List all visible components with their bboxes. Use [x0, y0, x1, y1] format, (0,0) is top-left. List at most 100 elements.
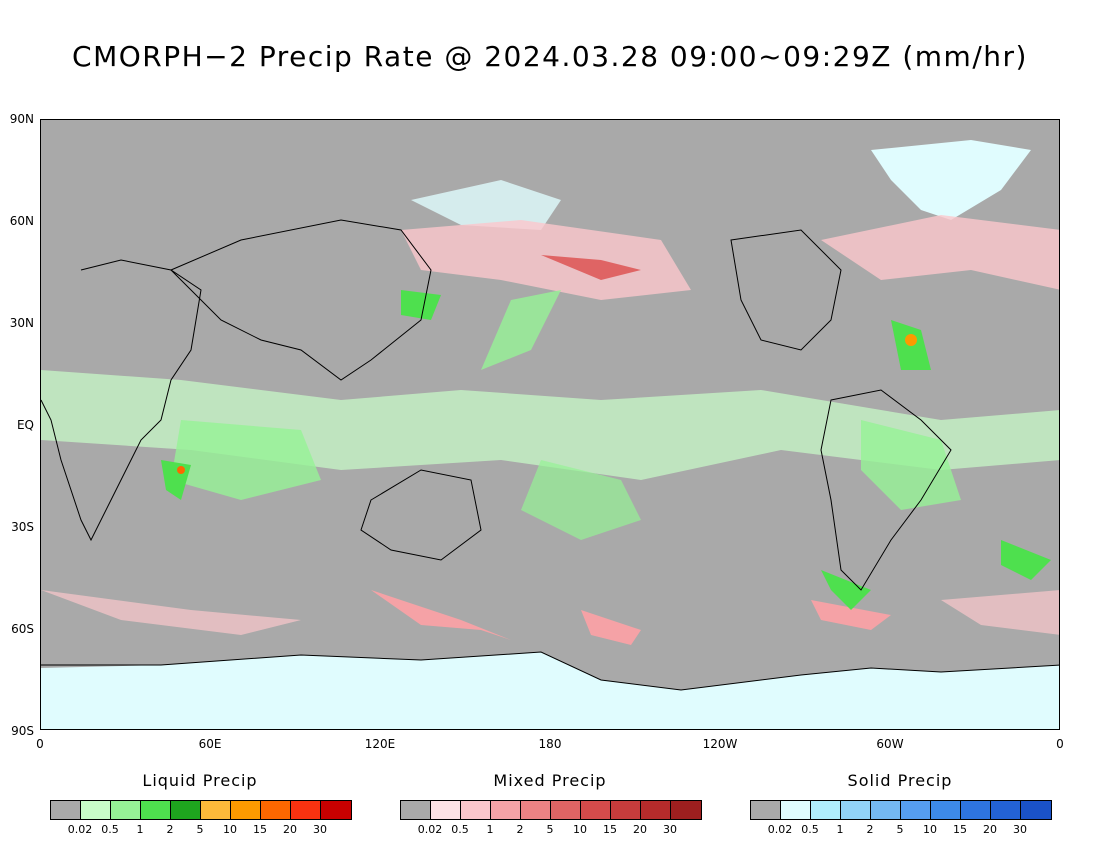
greenland-solid-precip: [871, 140, 1031, 220]
legend-swatch: [961, 801, 991, 819]
japan-liquid: [401, 290, 441, 320]
legend-swatch: [51, 801, 81, 819]
lon-label-180: 180: [538, 737, 562, 751]
north-pacific-mixed-precip: [401, 220, 691, 300]
lon-label-0-right: 0: [1056, 737, 1064, 751]
legend-tick-label: 0.02: [767, 823, 793, 836]
legend-swatch: [321, 801, 351, 819]
lon-label-60w: 60W: [876, 737, 904, 751]
legend-tick-label: 0.02: [417, 823, 443, 836]
legend-tick-label: 10: [923, 823, 937, 836]
legend-swatch: [291, 801, 321, 819]
lon-label-60e: 60E: [198, 737, 222, 751]
southern-ocean-mixed-5: [941, 590, 1059, 635]
legend-swatch: [991, 801, 1021, 819]
legend-tick-label: 15: [253, 823, 267, 836]
lon-label-120w: 120W: [702, 737, 738, 751]
legend-tick-label: 0.5: [451, 823, 469, 836]
legend-swatch: [811, 801, 841, 819]
lat-label-90s: 90S: [11, 724, 34, 738]
legend-swatch: [201, 801, 231, 819]
antarctica-solid-precip: [41, 652, 1059, 729]
legend-swatch: [1021, 801, 1051, 819]
legend-swatch: [781, 801, 811, 819]
legend-tick-label: 2: [516, 823, 524, 836]
legend-swatch: [671, 801, 701, 819]
legend-swatch: [841, 801, 871, 819]
legend-swatch: [171, 801, 201, 819]
legend-tick-label: 30: [663, 823, 677, 836]
lon-label-120e: 120E: [364, 737, 396, 751]
precip-map-canvas: [41, 120, 1059, 729]
patagonia-liquid: [821, 570, 871, 610]
legend-tick-label: 10: [223, 823, 237, 836]
legend-tick-label: 0.5: [101, 823, 119, 836]
legend-tick-label: 0.02: [67, 823, 93, 836]
antarctica-coastline: [41, 651, 1059, 691]
arctic-solid-precip: [411, 180, 561, 230]
legend-swatch: [431, 801, 461, 819]
lat-label-eq: EQ: [16, 418, 34, 432]
lat-label-60n: 60N: [9, 214, 34, 228]
lat-label-60s: 60S: [11, 622, 34, 636]
africa-coastline: [41, 259, 202, 542]
legend-bar-mixed: [400, 800, 702, 820]
legend-bar-solid: [750, 800, 1052, 820]
lat-label-30n: 30N: [9, 316, 34, 330]
north-america-coastline: [730, 229, 842, 351]
legend-tick-label: 5: [546, 823, 554, 836]
legend-tick-label: 30: [1013, 823, 1027, 836]
north-pacific-frontal-liquid: [481, 290, 561, 370]
legend-tick-label: 15: [603, 823, 617, 836]
legend-tick-label: 5: [196, 823, 204, 836]
legend-bar-liquid: [50, 800, 352, 820]
atlantic-storm-core: [905, 334, 917, 346]
legend-swatch: [491, 801, 521, 819]
southern-ocean-mixed-3: [811, 600, 891, 630]
legend-swatch: [231, 801, 261, 819]
pacific-mixed-core: [541, 255, 641, 280]
legend-swatch: [81, 801, 111, 819]
south-atlantic-liquid: [1001, 540, 1051, 580]
legend-tick-label: 30: [313, 823, 327, 836]
legend-tick-label: 1: [836, 823, 844, 836]
eurasia-coastline: [170, 219, 432, 381]
legend-title-solid: Solid Precip: [847, 771, 953, 790]
legend-swatch: [641, 801, 671, 819]
legend-swatch: [401, 801, 431, 819]
precip-map: [40, 119, 1060, 730]
south-america-liquid: [861, 420, 961, 510]
coastlines: [41, 219, 1059, 691]
legend-tick-label: 5: [896, 823, 904, 836]
legend-swatch: [141, 801, 171, 819]
legend-title-mixed: Mixed Precip: [493, 771, 607, 790]
lon-label-0-left: 0: [36, 737, 44, 751]
legend-swatch: [461, 801, 491, 819]
legend-tick-label: 15: [953, 823, 967, 836]
legend-swatch: [611, 801, 641, 819]
legend-tick-label: 1: [486, 823, 494, 836]
lat-label-30s: 30S: [11, 520, 34, 534]
legend-swatch: [581, 801, 611, 819]
legend-swatch: [261, 801, 291, 819]
legend-swatch: [931, 801, 961, 819]
legend-swatch: [111, 801, 141, 819]
legend-tick-label: 0.5: [801, 823, 819, 836]
south-pacific-liquid: [521, 460, 641, 540]
lat-label-90n: 90N: [9, 112, 34, 126]
australia-coastline: [360, 469, 482, 561]
southern-ocean-mixed-2: [581, 610, 641, 645]
africa-indian-ocean-liquid: [171, 420, 321, 500]
legend-swatch: [751, 801, 781, 819]
legend-swatch: [901, 801, 931, 819]
legend-tick-label: 20: [283, 823, 297, 836]
madagascar-core: [177, 466, 185, 474]
legend-tick-label: 2: [166, 823, 174, 836]
legend-swatch: [871, 801, 901, 819]
south-america-coastline: [820, 389, 952, 591]
legend-swatch: [551, 801, 581, 819]
southern-ocean-mixed-4: [41, 590, 301, 635]
legend-swatch: [521, 801, 551, 819]
north-atlantic-mixed-precip: [821, 215, 1059, 290]
legend-tick-label: 10: [573, 823, 587, 836]
